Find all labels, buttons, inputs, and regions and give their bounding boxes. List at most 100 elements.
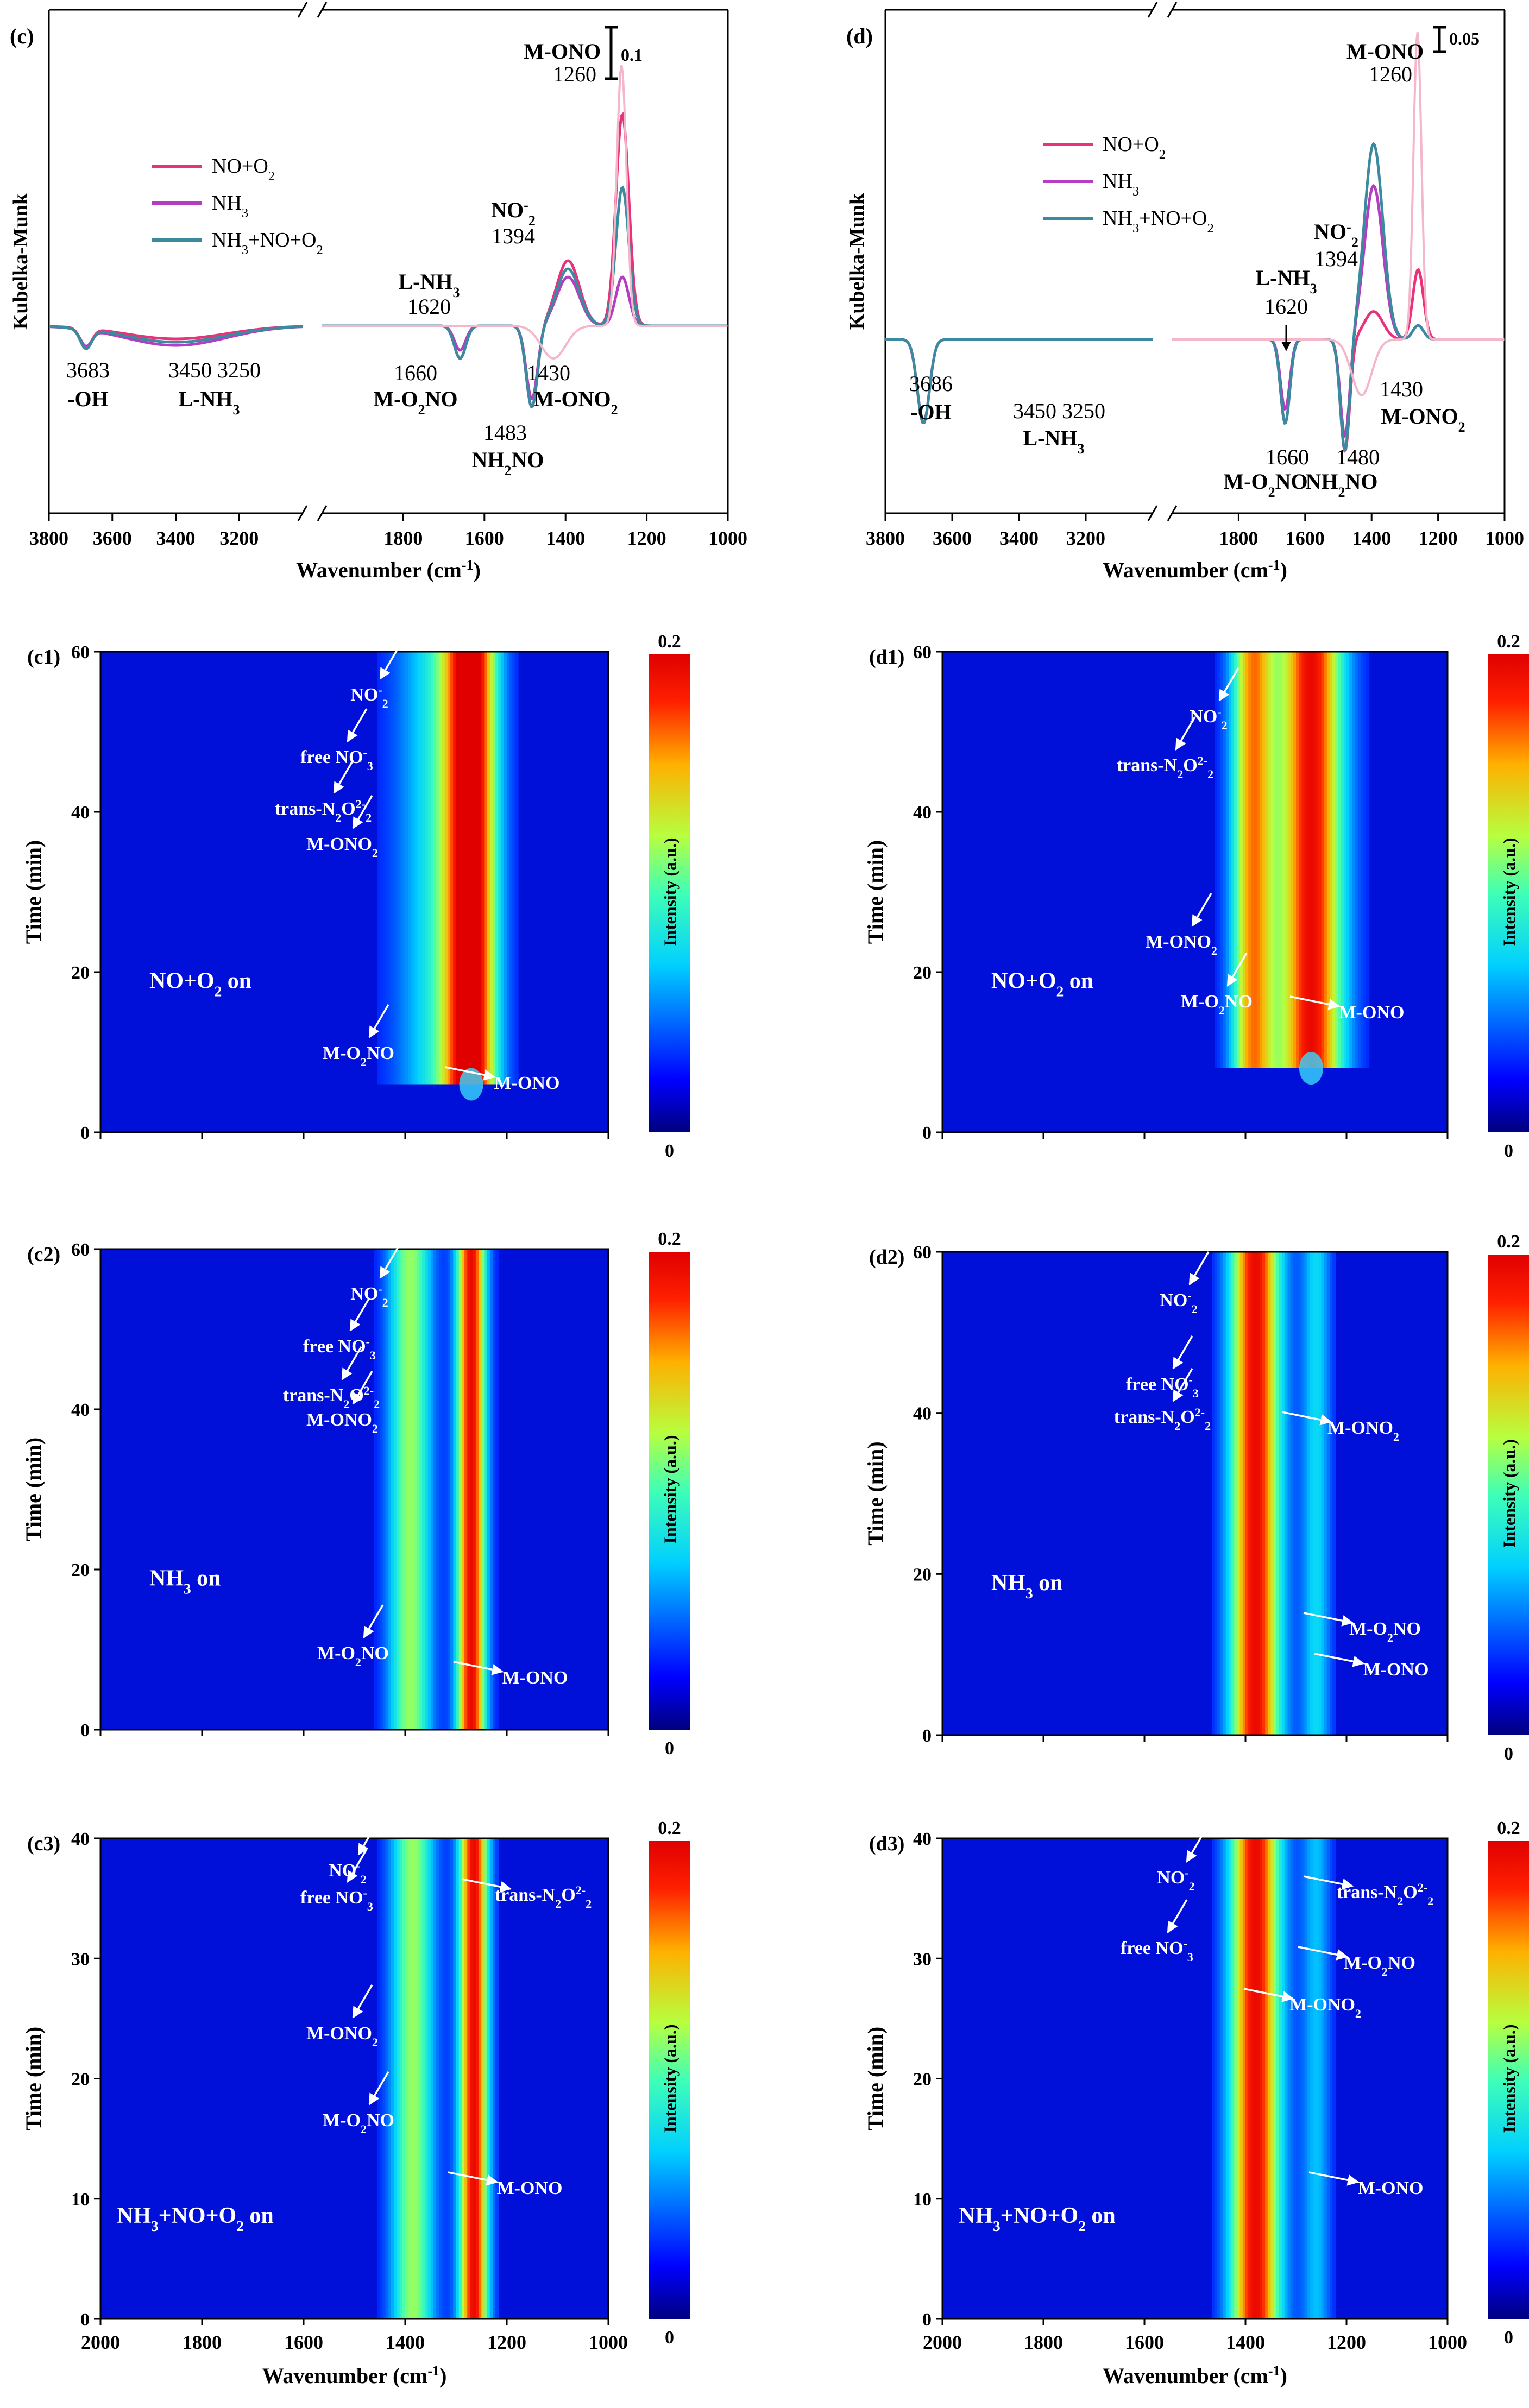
- map-intensity-strip: [461, 1249, 465, 1730]
- map-intensity-strip: [439, 1249, 443, 1730]
- map-intensity-strip: [1285, 1252, 1288, 1735]
- map-intensity-strip: [1273, 1252, 1277, 1735]
- species-label: NO-2: [1157, 1866, 1194, 1893]
- species-arrow: [1314, 1653, 1365, 1667]
- map-intensity-strip: [388, 1838, 392, 2319]
- species-arrow: [1175, 716, 1196, 751]
- axis-break-mark: [317, 505, 328, 521]
- map-intensity-strip: [1270, 1252, 1274, 1735]
- species-arrow: [1186, 1829, 1207, 1863]
- map-intensity-strip: [1293, 652, 1297, 1068]
- map-intensity-strip: [1248, 1838, 1252, 2319]
- map-intensity-strip: [1215, 1252, 1218, 1735]
- map-intensity-strip: [1318, 652, 1322, 1068]
- x-tick-label: 1200: [1419, 527, 1458, 549]
- x-tick-label: 3800: [866, 527, 905, 549]
- x-tick-label: 1200: [487, 2331, 526, 2353]
- series-line-nh3-right: [322, 275, 728, 401]
- y-axis-label: Time (min): [21, 2027, 46, 2130]
- species-label: M-O2NO: [1181, 992, 1253, 1017]
- map-intensity-strip: [1357, 652, 1361, 1068]
- map-intensity-strip: [411, 1249, 414, 1730]
- map-intensity-strip: [1234, 1252, 1238, 1735]
- species-arrow: [363, 1604, 384, 1638]
- species-label: M-ONO: [1339, 1003, 1405, 1023]
- map-panel-d3: 2000 1800 1600 1400 1200 1000 0 10 20 30 40 Time (m…: [863, 1818, 1529, 2388]
- x-axis-label: Wavenumber (cm-1): [296, 557, 481, 583]
- map-intensity-strip: [1296, 652, 1299, 1068]
- map-intensity-strip: [515, 652, 519, 1085]
- species-label: free NO-3: [303, 1335, 376, 1362]
- condition-label: NH3 on: [149, 1566, 221, 1597]
- map-intensity-strip: [461, 652, 465, 1085]
- map-intensity-strip: [456, 1838, 460, 2319]
- map-intensity-strip: [405, 652, 408, 1085]
- map-intensity-strip: [1242, 1252, 1246, 1735]
- condition-label: NO+O2 on: [991, 969, 1093, 1000]
- map-intensity-strip: [1256, 1838, 1260, 2319]
- map-intensity-strip: [1262, 1252, 1266, 1735]
- map-intensity-strip: [425, 1838, 429, 2319]
- map-intensity-strip: [498, 652, 502, 1085]
- peak-annotation: -OH: [910, 400, 952, 424]
- species-label: trans-N2O2-2: [275, 797, 372, 824]
- species-arrow: [379, 1245, 400, 1279]
- species-arrow: [347, 1849, 368, 1883]
- x-tick-label: 1400: [546, 527, 585, 549]
- map-intensity-strip: [1223, 652, 1226, 1068]
- peak-annotation: 1480: [1336, 445, 1380, 469]
- map-intensity-strip: [1265, 652, 1269, 1068]
- species-label: trans-N2O2-2: [1337, 1881, 1433, 1908]
- x-tick-label: 1200: [627, 527, 666, 549]
- colorbar-title: Intensity (a.u.): [1500, 837, 1519, 946]
- y-tick-label: 30: [913, 1949, 932, 1969]
- map-intensity-strip: [413, 652, 417, 1085]
- map-intensity-strip: [1229, 1252, 1232, 1735]
- map-intensity-strip: [391, 1249, 394, 1730]
- map-intensity-strip: [1251, 1838, 1255, 2319]
- panel-label: (d2): [869, 1246, 904, 1269]
- peak-annotation: 1430: [1380, 377, 1423, 401]
- map-intensity-strip: [1265, 1252, 1269, 1735]
- map-intensity-strip: [1301, 1838, 1305, 2319]
- map-intensity-strip: [402, 652, 406, 1085]
- species-label: NO-2: [350, 683, 388, 710]
- map-intensity-strip: [1310, 1252, 1313, 1735]
- colorbar: [649, 654, 690, 1132]
- map-intensity-strip: [402, 1838, 406, 2319]
- species-label: M-O2NO: [323, 2110, 394, 2136]
- species-label: trans-N2O2-2: [1117, 754, 1213, 781]
- species-arrow: [1172, 1368, 1193, 1402]
- scale-bar-label: 0.05: [1449, 29, 1480, 48]
- map-intensity-strip: [489, 652, 493, 1085]
- peak-annotation: L-NH3: [399, 269, 460, 300]
- map-intensity-strip: [413, 1249, 417, 1730]
- map-intensity-strip: [1270, 652, 1274, 1068]
- map-intensity-strip: [1259, 1252, 1263, 1735]
- y-axis-label: Kubelka-Munk: [9, 193, 32, 330]
- colorbar-min-label: 0: [665, 2328, 674, 2348]
- species-arrow: [445, 1066, 496, 1081]
- map-intensity-strip: [1285, 652, 1288, 1068]
- species-arrow: [357, 1821, 379, 1856]
- scale-bar-label: 0.1: [621, 45, 643, 65]
- map-intensity-strip: [394, 1249, 398, 1730]
- y-tick-label: 0: [922, 2310, 932, 2330]
- y-tick-label: 20: [71, 1560, 90, 1580]
- axis-break-mark: [317, 2, 328, 18]
- map-intensity-strip: [1279, 1252, 1282, 1735]
- map-intensity-strip: [427, 1838, 431, 2319]
- map-frame: [941, 1251, 1449, 1736]
- species-label: NO-2: [1190, 705, 1227, 732]
- peak-annotation: 1260: [1369, 62, 1412, 86]
- axis-break-mark: [1167, 2, 1178, 18]
- species-label: free NO-3: [300, 746, 373, 773]
- species-label: M-O2NO: [1349, 1619, 1421, 1644]
- map-intensity-strip: [1330, 1252, 1333, 1735]
- map-intensity-strip: [1237, 1252, 1241, 1735]
- colorbar-title: Intensity (a.u.): [660, 837, 680, 946]
- map-intensity-strip: [416, 1838, 420, 2319]
- map-intensity-strip: [1259, 1838, 1263, 2319]
- peak-annotation: NO-2: [1314, 219, 1358, 250]
- species-arrow: [368, 1004, 389, 1038]
